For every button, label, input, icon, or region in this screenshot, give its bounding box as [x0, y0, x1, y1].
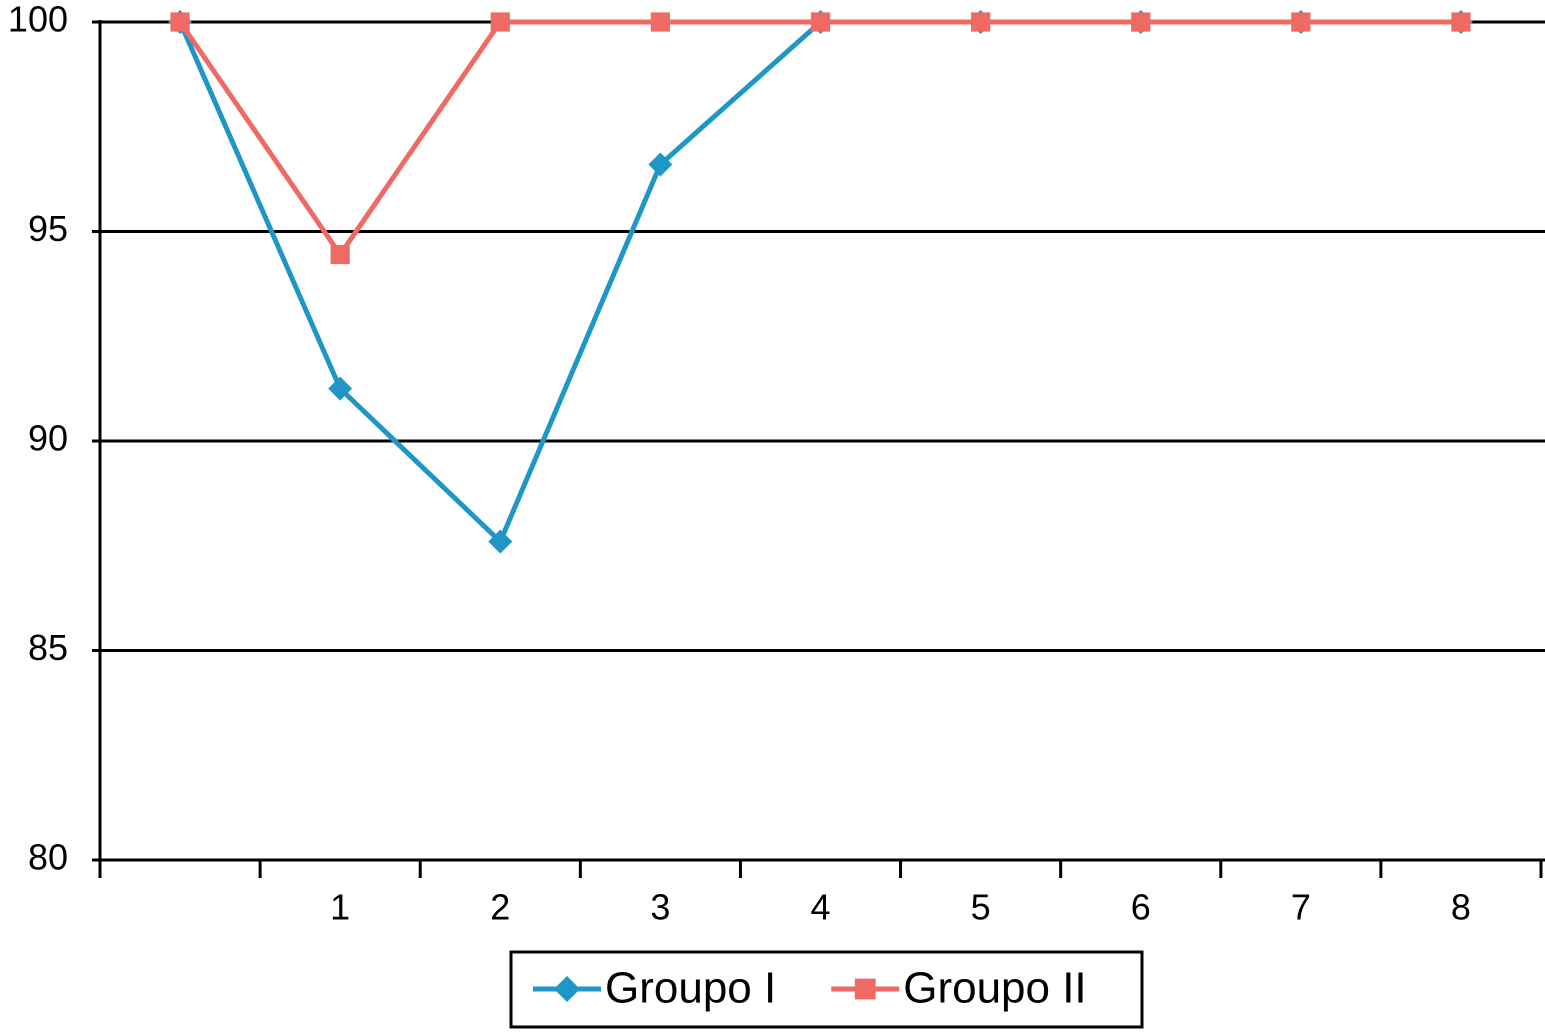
marker	[648, 152, 673, 177]
legend-text: Groupo I	[605, 964, 776, 1013]
x-tick-label: 3	[650, 887, 670, 928]
y-tick-label: 80	[28, 837, 68, 878]
marker	[1131, 12, 1151, 32]
y-tick-label: 90	[28, 418, 68, 459]
x-tick-label: 8	[1451, 887, 1471, 928]
marker	[328, 376, 353, 401]
marker	[1451, 12, 1471, 32]
y-tick-label: 85	[28, 627, 68, 668]
series-line	[177, 19, 1461, 258]
marker	[1291, 12, 1311, 32]
x-tick-label: 4	[810, 887, 830, 928]
legend-box	[509, 950, 1144, 1029]
marker	[330, 244, 350, 265]
marker	[650, 12, 670, 32]
marker	[810, 12, 831, 32]
y-tick-label: 95	[28, 208, 68, 249]
x-tick-label: 2	[490, 887, 510, 928]
x-tick-label: 7	[1291, 887, 1311, 928]
legend-text: Groupo II	[903, 964, 1086, 1013]
marker	[170, 12, 190, 32]
x-tick-label: 1	[330, 887, 350, 928]
x-tick-label: 6	[1131, 887, 1151, 928]
y-tick-label: 100	[8, 0, 68, 40]
marker	[971, 12, 991, 32]
series-line	[177, 19, 1461, 545]
legend-marker	[554, 976, 580, 1002]
x-tick-label: 5	[971, 887, 991, 928]
legend-marker	[854, 978, 876, 1000]
marker	[488, 529, 513, 554]
marker	[490, 12, 510, 32]
